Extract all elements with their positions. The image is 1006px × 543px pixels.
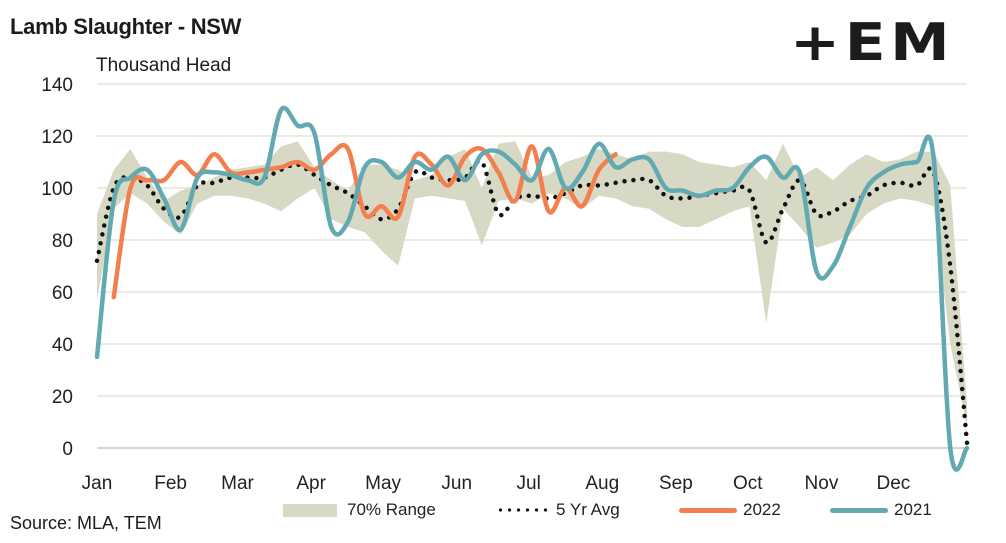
legend-swatch-avg	[496, 508, 550, 512]
series-70pct-range-band	[97, 141, 967, 428]
x-tick-label-jul: Jul	[517, 473, 541, 494]
x-tick-label-oct: Oct	[733, 473, 763, 494]
series-2022-line	[111, 142, 618, 300]
x-tick-label-jan: Jan	[82, 473, 113, 494]
x-tick-label-sep: Sep	[659, 473, 693, 494]
x-tick-label-dec: Dec	[876, 473, 910, 494]
y-tick-label: 40	[52, 335, 73, 356]
y-tick-label: 0	[62, 439, 73, 460]
legend-label-avg: 5 Yr Avg	[556, 500, 620, 519]
x-tick-label-jun: Jun	[441, 473, 472, 494]
series-5yr-avg-line	[94, 158, 970, 446]
series-layer	[94, 105, 970, 472]
source-note: Source: MLA, TEM	[10, 513, 162, 533]
y-tick-label: 140	[41, 75, 73, 96]
y-tick-label: 120	[41, 127, 73, 148]
chart-title: Lamb Slaughter - NSW	[10, 14, 242, 39]
legend-item-range: 70% Range	[283, 499, 436, 521]
legend-label-2022: 2022	[743, 500, 781, 519]
legend-item-2022: 2022	[679, 499, 781, 521]
gridlines	[97, 83, 967, 449]
legend-label-range: 70% Range	[347, 500, 436, 519]
legend-item-2021: 2021	[830, 499, 932, 521]
y-tick-label: 80	[52, 231, 73, 252]
legend-swatch-2022	[679, 507, 737, 513]
legend-swatch-range	[283, 503, 337, 517]
y-tick-label: 60	[52, 283, 73, 304]
legend-label-2021: 2021	[894, 500, 932, 519]
x-tick-label-mar: Mar	[221, 473, 254, 494]
x-tick-label-feb: Feb	[154, 473, 187, 494]
series-2021-line	[94, 105, 970, 472]
tem-logo: +EM	[790, 13, 955, 73]
legend: 70% Range 5 Yr Avg 2022 2021	[0, 499, 1006, 523]
x-tick-label-apr: Apr	[296, 473, 326, 494]
y-tick-label: 100	[41, 179, 73, 200]
legend-swatch-2021	[830, 507, 888, 513]
x-tick-label-aug: Aug	[585, 473, 619, 494]
x-axis-ticks: Jan Feb Mar Apr May Jun Jul Aug Sep Oct Nov Dec	[82, 473, 911, 494]
y-tick-label: 20	[52, 387, 73, 408]
y-axis-ticks: 0 20 40 60 80 100 120 140	[41, 75, 73, 460]
y-axis-unit: Thousand Head	[96, 55, 232, 76]
legend-item-avg: 5 Yr Avg	[496, 499, 620, 521]
x-tick-label-may: May	[365, 473, 401, 494]
x-tick-label-nov: Nov	[805, 473, 839, 494]
